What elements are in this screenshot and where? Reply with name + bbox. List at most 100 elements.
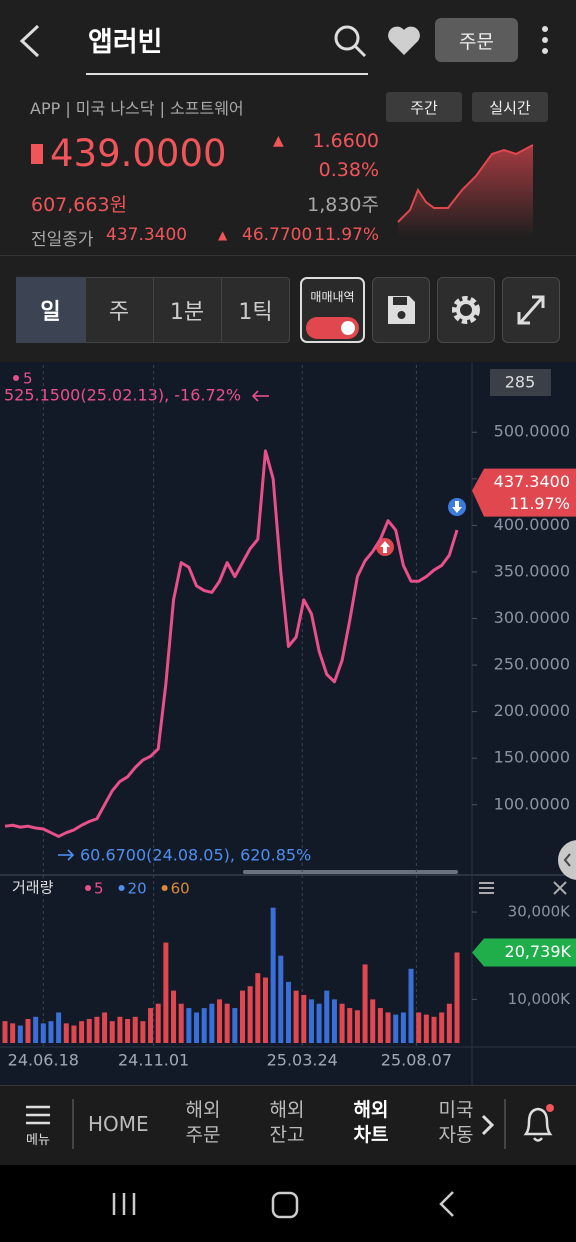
volume-bar xyxy=(293,990,299,1043)
volume-bar xyxy=(308,999,314,1043)
legend-label: 5 xyxy=(23,370,33,388)
prev-close-label: 전일종가 xyxy=(31,230,94,250)
volume-bar xyxy=(148,1008,154,1043)
nav-text: 해외 xyxy=(269,1099,305,1121)
volume-menu[interactable] xyxy=(479,882,494,894)
nav-text: 주문 xyxy=(185,1124,221,1146)
volume-bar xyxy=(439,1012,445,1043)
sparkline xyxy=(397,144,534,238)
volume-bar xyxy=(48,1021,54,1043)
y-tick-label: 400.0000 xyxy=(494,515,570,534)
recent-apps[interactable] xyxy=(112,1193,136,1215)
volume-bar xyxy=(324,990,330,1043)
nav-item[interactable]: 미국 자동 xyxy=(433,1098,479,1148)
save-button[interactable] xyxy=(372,277,430,343)
trade-history-label: 매매내역 xyxy=(310,290,355,304)
expand-icon xyxy=(517,295,545,325)
volume-bar xyxy=(232,1008,238,1043)
nav-text: 잔고 xyxy=(269,1124,305,1146)
y-tick-label: 300.0000 xyxy=(494,608,570,627)
period-tab[interactable]: 1분 xyxy=(153,277,222,343)
favorite-button[interactable] xyxy=(388,26,420,55)
menu-icon[interactable] xyxy=(22,1104,54,1128)
legend-dot xyxy=(118,885,125,891)
volume-bar xyxy=(362,964,368,1043)
notification-button[interactable] xyxy=(518,1100,558,1146)
search-button[interactable] xyxy=(334,25,367,58)
volume-close[interactable] xyxy=(553,881,567,895)
volume-bar xyxy=(370,999,376,1043)
home-link[interactable]: HOME xyxy=(88,1112,149,1136)
volume-bar xyxy=(178,1003,184,1043)
volume-bar xyxy=(416,1012,422,1043)
market-info: APP | 미국 나스닥 | 소프트웨어 xyxy=(30,99,244,118)
volume-bar xyxy=(132,1016,138,1043)
volume-bar xyxy=(285,981,291,1043)
volume-bar xyxy=(194,1012,200,1043)
volume-bar xyxy=(171,990,177,1043)
volume-bar xyxy=(255,973,261,1043)
volume-bar xyxy=(301,994,307,1043)
volume-bar xyxy=(33,1016,39,1043)
volume-bar xyxy=(316,1003,322,1043)
divider xyxy=(0,255,576,256)
scrollbar[interactable] xyxy=(243,870,458,874)
top-bar-icons xyxy=(19,24,548,75)
home-button[interactable] xyxy=(271,1191,299,1219)
legend-label: 5 xyxy=(94,880,104,898)
volume-bar xyxy=(454,952,460,1043)
volume-bar xyxy=(262,977,268,1043)
legend-dot xyxy=(13,375,19,381)
volume-bar xyxy=(94,1016,100,1043)
realtime-button[interactable]: 실시간 xyxy=(472,92,548,122)
menu-label[interactable]: 메뉴 xyxy=(26,1133,50,1148)
expand-button[interactable] xyxy=(502,277,560,343)
nav-divider xyxy=(72,1099,74,1149)
weekly-button[interactable]: 주간 xyxy=(386,92,462,122)
volume-bar xyxy=(247,986,253,1043)
volume-bar xyxy=(209,1003,215,1043)
bottom-nav xyxy=(0,1085,576,1166)
y-tick-label: 500.0000 xyxy=(494,422,570,441)
trade-volume: 1,830주 xyxy=(307,194,379,216)
volume-bar xyxy=(56,1012,62,1043)
order-button[interactable]: 주문 xyxy=(435,18,518,62)
volume-bar xyxy=(186,1008,192,1043)
period-tab[interactable]: 1틱 xyxy=(238,300,273,325)
volume-bar xyxy=(270,907,276,1043)
buy-marker xyxy=(376,538,394,556)
nav-text: 미국 xyxy=(438,1099,474,1121)
trade-history-toggle[interactable]: 매매내역 xyxy=(300,277,365,343)
price-line xyxy=(4,449,459,838)
volume-title: 거래량 xyxy=(12,879,54,897)
period-tab[interactable]: 일 xyxy=(16,277,86,343)
chart: 285 5 525.1500(25.02.13), -16.72% 60.670… xyxy=(0,362,576,1085)
volume-bar xyxy=(385,1012,391,1043)
period-tab[interactable]: 주 xyxy=(85,277,154,343)
x-tick-label: 25.08.07 xyxy=(381,1051,452,1070)
settings-button[interactable] xyxy=(437,277,495,343)
volume-bar xyxy=(446,1003,452,1043)
back-button[interactable] xyxy=(19,24,40,58)
nav-text: 해외 xyxy=(185,1099,221,1121)
current-price-label: 437.3400 xyxy=(494,472,570,491)
settings-icon xyxy=(452,296,480,324)
system-back[interactable] xyxy=(439,1191,454,1217)
y-tick-label: 100.0000 xyxy=(494,794,570,813)
nav-item-active[interactable]: 해외 차트 xyxy=(348,1098,394,1148)
legend-dot xyxy=(85,885,91,891)
count-box xyxy=(490,369,551,396)
save-icon xyxy=(388,296,415,324)
nav-next[interactable] xyxy=(478,1110,498,1140)
current-volume-tag xyxy=(472,938,576,967)
more-button[interactable] xyxy=(542,26,548,54)
volume-bar xyxy=(217,999,223,1043)
volume-bar xyxy=(239,990,245,1043)
y-tick-label: 350.0000 xyxy=(494,561,570,580)
high-arrow xyxy=(251,390,269,402)
side-handle[interactable] xyxy=(558,840,576,880)
volume-bar xyxy=(117,1016,123,1043)
y-tick-label: 10,000K xyxy=(508,990,571,1008)
